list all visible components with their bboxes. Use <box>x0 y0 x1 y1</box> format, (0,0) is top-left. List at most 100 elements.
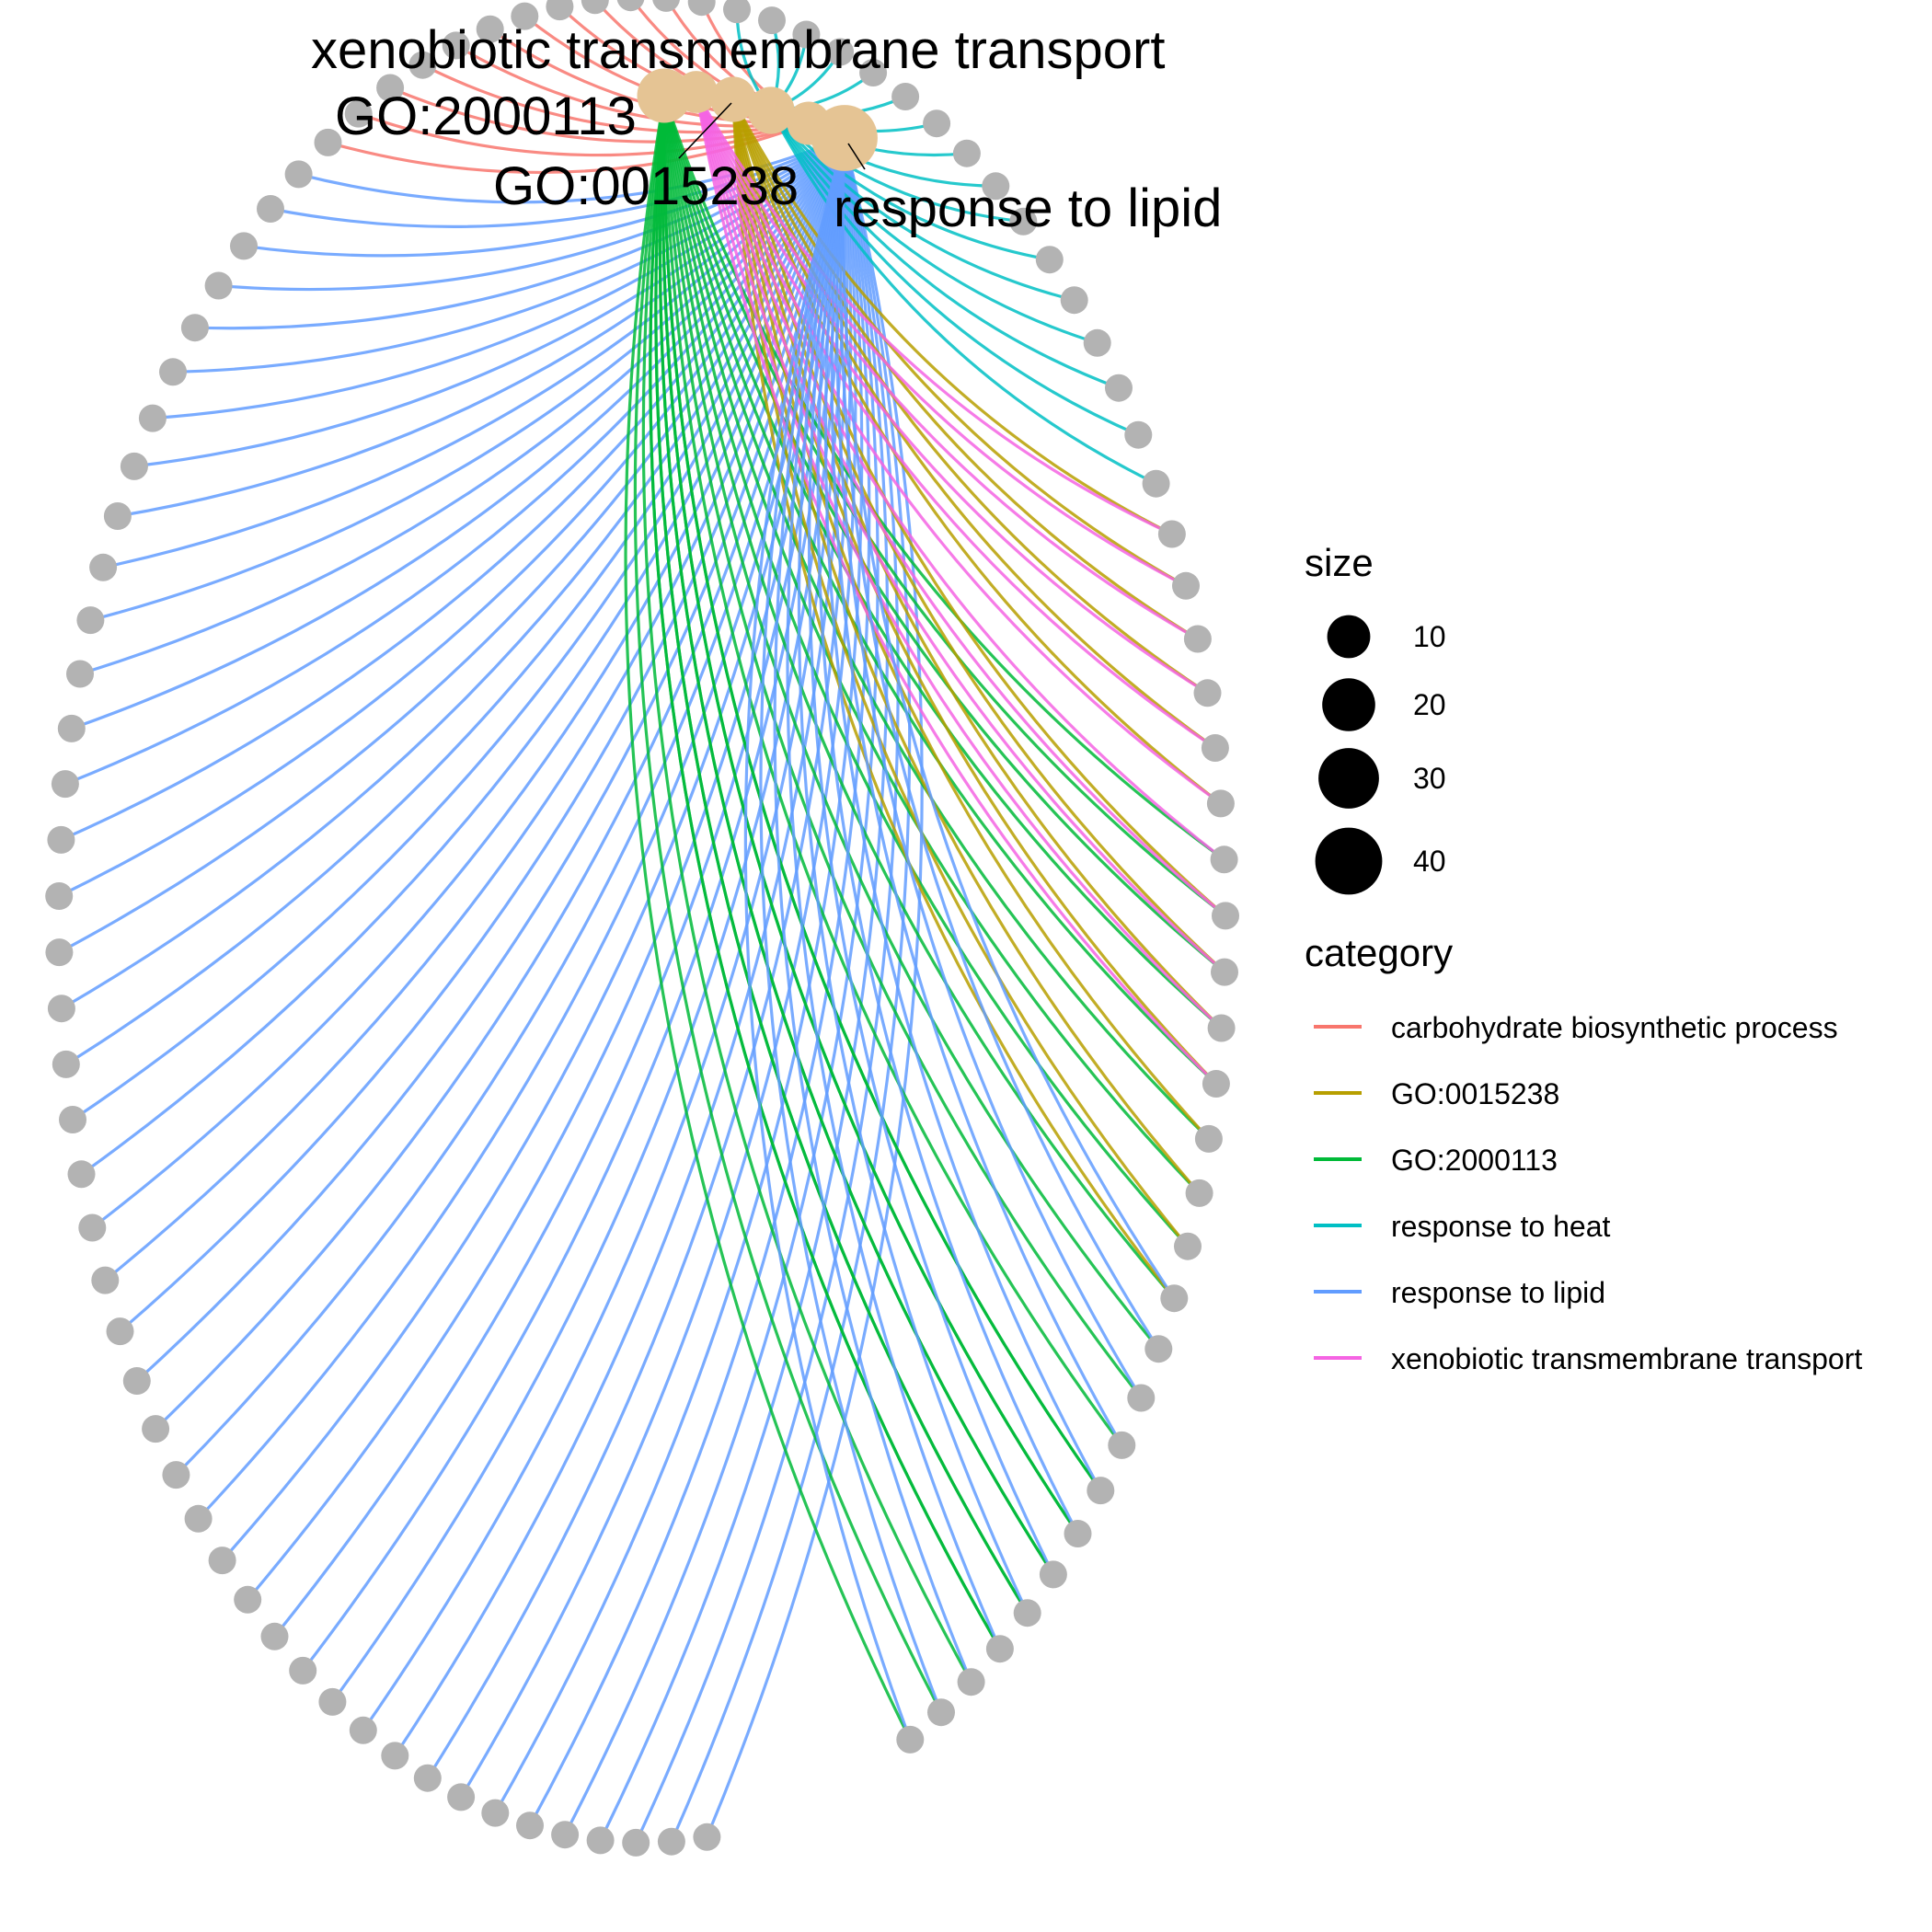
category-node-response-to-lipid <box>811 105 878 171</box>
edge-response-to-lipid <box>154 137 846 1431</box>
gene-node <box>103 502 132 530</box>
gene-node <box>1174 1232 1202 1260</box>
gene-node <box>67 1160 96 1189</box>
gene-node <box>1142 469 1170 498</box>
edge-xenobiotic-transmembrane-transport <box>695 91 1216 750</box>
gene-node <box>1212 902 1239 930</box>
edge-layer <box>58 0 1227 1844</box>
gene-node <box>1210 845 1238 874</box>
legend: size 10 20 30 40 category carbohydrate bios… <box>1305 541 1862 1375</box>
gene-node <box>581 0 609 15</box>
edge-response-to-heat <box>769 109 1139 437</box>
gene-node <box>59 1106 86 1133</box>
edge-go-2000113 <box>658 95 1055 1576</box>
edge-response-to-lipid <box>563 137 880 1835</box>
gene-node <box>289 1656 317 1685</box>
category-node-response-to-heat <box>747 86 795 134</box>
legend-size-swatch <box>1318 748 1379 809</box>
edge-response-to-lipid <box>773 137 973 1683</box>
edge-xenobiotic-transmembrane-transport <box>695 91 1226 973</box>
gene-node <box>1206 789 1235 818</box>
gene-node <box>1183 625 1212 653</box>
gene-node <box>120 452 148 480</box>
edge-response-to-lipid <box>835 137 1143 1399</box>
edge-response-to-lipid <box>599 137 890 1842</box>
gene-node <box>957 1668 985 1696</box>
label-leader-response-to-lipid <box>847 143 866 170</box>
gene-node <box>122 1367 151 1395</box>
edge-go-0015238 <box>731 98 1227 917</box>
gene-node <box>723 0 751 24</box>
edge-response-to-lipid <box>823 137 1102 1491</box>
edge-go-2000113 <box>662 95 1201 1195</box>
legend-size-swatch <box>1322 678 1375 731</box>
edge-go-2000113 <box>661 95 1079 1535</box>
gene-node <box>952 139 981 167</box>
gene-node <box>826 38 855 66</box>
edge-response-to-lipid <box>830 137 1123 1446</box>
legend-category-label: GO:2000113 <box>1391 1144 1558 1177</box>
edge-response-to-heat <box>769 109 1157 486</box>
legend-size-label: 10 <box>1413 620 1446 653</box>
gene-node <box>693 1823 721 1851</box>
edge-response-to-lipid <box>670 137 912 1843</box>
legend-size-title: size <box>1305 541 1374 584</box>
gene-node <box>1009 207 1038 236</box>
edge-response-to-lipid <box>786 137 1002 1650</box>
gene-node <box>184 1504 213 1533</box>
gene-node <box>1201 734 1229 762</box>
gene-node <box>1193 679 1222 707</box>
gene-node <box>57 714 86 742</box>
gene-node <box>381 1742 409 1770</box>
gene-node <box>516 1811 544 1840</box>
edge-response-to-lipid <box>807 137 1055 1576</box>
edge-go-0015238 <box>731 98 1216 750</box>
edge-response-to-lipid <box>841 137 1176 1300</box>
gene-node <box>234 1585 262 1614</box>
gene-node <box>159 358 187 386</box>
edge-response-to-lipid <box>58 137 846 954</box>
gene-node <box>657 1827 685 1856</box>
gene-node <box>162 1461 190 1489</box>
edge-xenobiotic-transmembrane-transport <box>695 91 1173 535</box>
label-leader-go0015238 <box>678 102 732 159</box>
edge-go-0015238 <box>731 98 1199 640</box>
gene-node <box>1211 958 1238 986</box>
edge-response-to-lipid <box>61 137 846 1010</box>
edge-go-0015238 <box>731 98 1209 695</box>
gene-node <box>1185 1179 1213 1207</box>
node-label-response-to-lipid: response to lipid <box>834 178 1222 238</box>
edge-go-0015238 <box>731 98 1187 588</box>
edge-go-2000113 <box>624 95 912 1741</box>
gene-node <box>511 2 539 30</box>
gene-node <box>314 128 342 156</box>
gene-node <box>1194 1124 1223 1153</box>
gene-node <box>91 1266 120 1294</box>
gene-node <box>1013 1599 1041 1627</box>
gene-node <box>1108 1431 1136 1459</box>
gene-node <box>45 938 74 967</box>
gene-node <box>344 99 373 128</box>
legend-size-items: 10 20 30 40 <box>1315 615 1446 895</box>
gene-node <box>138 404 167 432</box>
legend-category-label: response to heat <box>1391 1210 1611 1243</box>
gene-node <box>546 0 574 21</box>
edge-response-to-lipid <box>79 137 846 676</box>
legend-category-label: xenobiotic transmembrane transport <box>1391 1342 1862 1375</box>
edge-response-to-lipid <box>104 137 846 1282</box>
gene-node <box>52 1050 80 1078</box>
edge-xenobiotic-transmembrane-transport <box>695 91 1218 1086</box>
edge-response-to-lipid <box>816 137 1079 1535</box>
edge-carbohydrate-biosynthetic-process <box>421 63 810 134</box>
edge-go-2000113 <box>662 95 1123 1446</box>
gene-node <box>586 1826 615 1855</box>
gene-node <box>476 15 504 43</box>
gene-node <box>1083 328 1111 357</box>
edge-go-2000113 <box>662 95 1190 1248</box>
gene-node <box>408 51 437 79</box>
legend-category-items: carbohydrate biosynthetic process GO:0015… <box>1314 1011 1862 1375</box>
gene-node <box>1039 1560 1067 1589</box>
category-node-layer <box>637 68 878 171</box>
edge-go-2000113 <box>662 95 1160 1351</box>
legend-size-swatch <box>1315 827 1383 895</box>
